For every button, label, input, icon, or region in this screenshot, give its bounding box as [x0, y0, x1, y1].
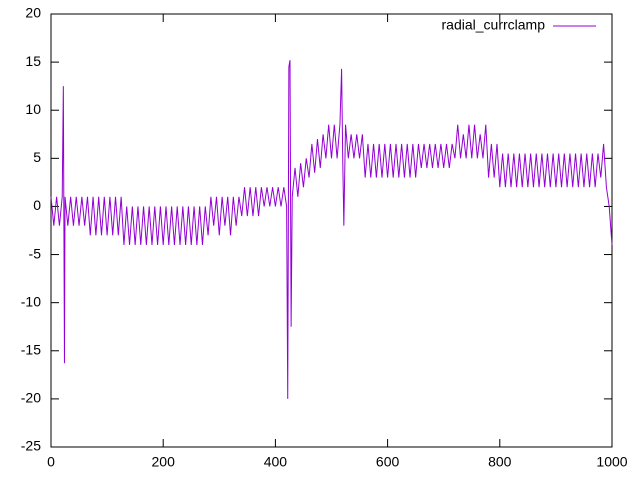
x-tick-label: 600 [376, 454, 400, 470]
x-tick-label: 1000 [596, 454, 627, 470]
x-tick-label: 400 [264, 454, 288, 470]
y-tick-label: -15 [21, 341, 41, 357]
x-tick-label: 0 [47, 454, 55, 470]
x-tick-label: 200 [152, 454, 176, 470]
y-tick-label: 10 [25, 101, 41, 117]
data-line [50, 60, 613, 399]
y-tick-label: 0 [33, 197, 41, 213]
y-tick-label: -20 [21, 390, 41, 406]
y-tick-label: -10 [21, 293, 41, 309]
y-tick-label: 20 [25, 5, 41, 21]
y-tick-label: -5 [29, 245, 42, 261]
y-tick-label: 15 [25, 53, 41, 69]
y-tick-label: -25 [21, 438, 41, 454]
legend-label: radial_currclamp [442, 17, 546, 33]
x-tick-label: 800 [488, 454, 512, 470]
y-tick-label: 5 [33, 149, 41, 165]
plot-border [50, 13, 613, 448]
